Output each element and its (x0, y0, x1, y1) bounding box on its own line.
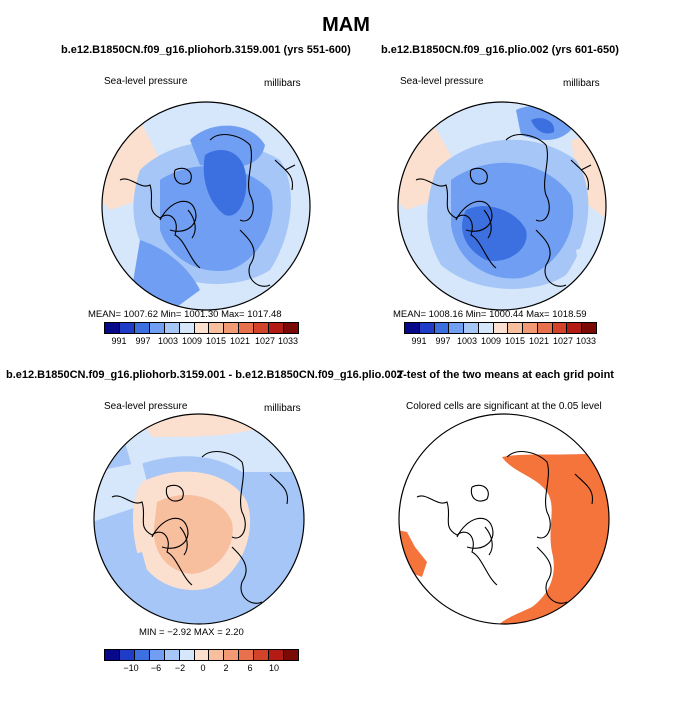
colorbar-box (284, 323, 298, 333)
colorbar-box (567, 323, 583, 333)
tick-label: 1003 (157, 336, 179, 346)
panel-3-colorbar (104, 649, 299, 661)
figure-title: MAM (322, 14, 370, 36)
panel-1-title: b.e12.B1850CN.f09_g16.pliohorb.3159.001 … (61, 44, 351, 56)
colorbar-box (239, 323, 255, 333)
panel-2-field-label: Sea-level pressure (400, 76, 484, 87)
tick-label: −2 (174, 663, 186, 673)
colorbar-box (269, 650, 285, 660)
colorbar-box (224, 650, 240, 660)
colorbar-box (119, 323, 135, 333)
tick-label: 1033 (277, 336, 299, 346)
tick-label: 6 (247, 663, 253, 673)
colorbar-box (537, 323, 553, 333)
tick-label: 10 (268, 663, 280, 673)
panel-2-units-label: millibars (563, 78, 600, 89)
tick-label: 0 (200, 663, 206, 673)
colorbar-box (254, 650, 270, 660)
colorbar-box (269, 323, 285, 333)
panel-1-stats: MEAN= 1007.62 Min= 1001.30 Max= 1017.48 (88, 309, 282, 320)
colorbar-box (105, 323, 120, 333)
panel-3-title: b.e12.B1850CN.f09_g16.pliohorb.3159.001 … (6, 369, 403, 381)
panel-3-field-label: Sea-level pressure (104, 401, 188, 412)
tick-label: 1027 (552, 336, 574, 346)
colorbar-box (493, 323, 509, 333)
tick-label: 1033 (575, 336, 597, 346)
panel-4-title: T-test of the two means at each grid poi… (397, 369, 614, 381)
panel-2-stats: MEAN= 1008.16 Min= 1000.44 Max= 1018.59 (393, 309, 587, 320)
colorbar-box (194, 650, 210, 660)
tick-label: 1021 (229, 336, 251, 346)
panel-1-field-label: Sea-level pressure (104, 76, 188, 87)
colorbar-box (464, 323, 479, 333)
tick-label: 1015 (504, 336, 526, 346)
panel-2-polar-map (397, 101, 607, 311)
colorbar-box (149, 650, 165, 660)
tick-label: 997 (135, 336, 151, 346)
panel-1-polar-map (101, 101, 311, 311)
colorbar-box (134, 323, 150, 333)
tick-label: 1003 (456, 336, 478, 346)
tick-label: −6 (150, 663, 162, 673)
colorbar-box (523, 323, 538, 333)
panel-2-colorbar (404, 322, 597, 334)
panel-3-stats: MIN = −2.92 MAX = 2.20 (139, 627, 244, 638)
tick-label: 991 (111, 336, 127, 346)
tick-label: 997 (435, 336, 451, 346)
colorbar-box (239, 650, 255, 660)
colorbar-box (582, 323, 596, 333)
colorbar-box (134, 650, 150, 660)
panel-1-colorbar-ticks: 991 997 1003 1009 1015 1021 1027 1033 (104, 336, 299, 348)
colorbar-box (478, 323, 494, 333)
colorbar-box (254, 323, 270, 333)
colorbar-box (284, 650, 298, 660)
colorbar-box (508, 323, 524, 333)
tick-label: 1009 (181, 336, 203, 346)
tick-label: −10 (123, 663, 139, 673)
colorbar-box (149, 323, 165, 333)
tick-label: 991 (411, 336, 427, 346)
tick-label: 1027 (254, 336, 276, 346)
colorbar-box (209, 323, 225, 333)
tick-label: 2 (223, 663, 229, 673)
colorbar-box (419, 323, 435, 333)
tick-label: 1009 (480, 336, 502, 346)
panel-2-colorbar-ticks: 991 997 1003 1009 1015 1021 1027 1033 (404, 336, 597, 348)
colorbar-box (164, 323, 180, 333)
panel-4-polar-map (398, 413, 610, 625)
panel-3-colorbar-ticks: −10 −6 −2 0 2 6 10 (104, 663, 299, 675)
colorbar-box (449, 323, 465, 333)
colorbar-box (209, 650, 225, 660)
colorbar-box (194, 323, 210, 333)
colorbar-box (405, 323, 420, 333)
panel-3-polar-map (93, 413, 305, 625)
colorbar-box (434, 323, 450, 333)
colorbar-box (552, 323, 568, 333)
colorbar-box (179, 650, 195, 660)
tick-label: 1021 (528, 336, 550, 346)
panel-4-significance-label: Colored cells are significant at the 0.0… (406, 401, 602, 412)
panel-2-title: b.e12.B1850CN.f09_g16.plio.002 (yrs 601-… (381, 44, 619, 56)
tick-label: 1015 (205, 336, 227, 346)
colorbar-box (164, 650, 180, 660)
panel-3-units-label: millibars (264, 403, 301, 414)
colorbar-box (224, 323, 240, 333)
panel-1-colorbar (104, 322, 299, 334)
colorbar-box (179, 323, 195, 333)
colorbar-box (119, 650, 135, 660)
panel-1-units-label: millibars (264, 78, 301, 89)
colorbar-box (105, 650, 120, 660)
